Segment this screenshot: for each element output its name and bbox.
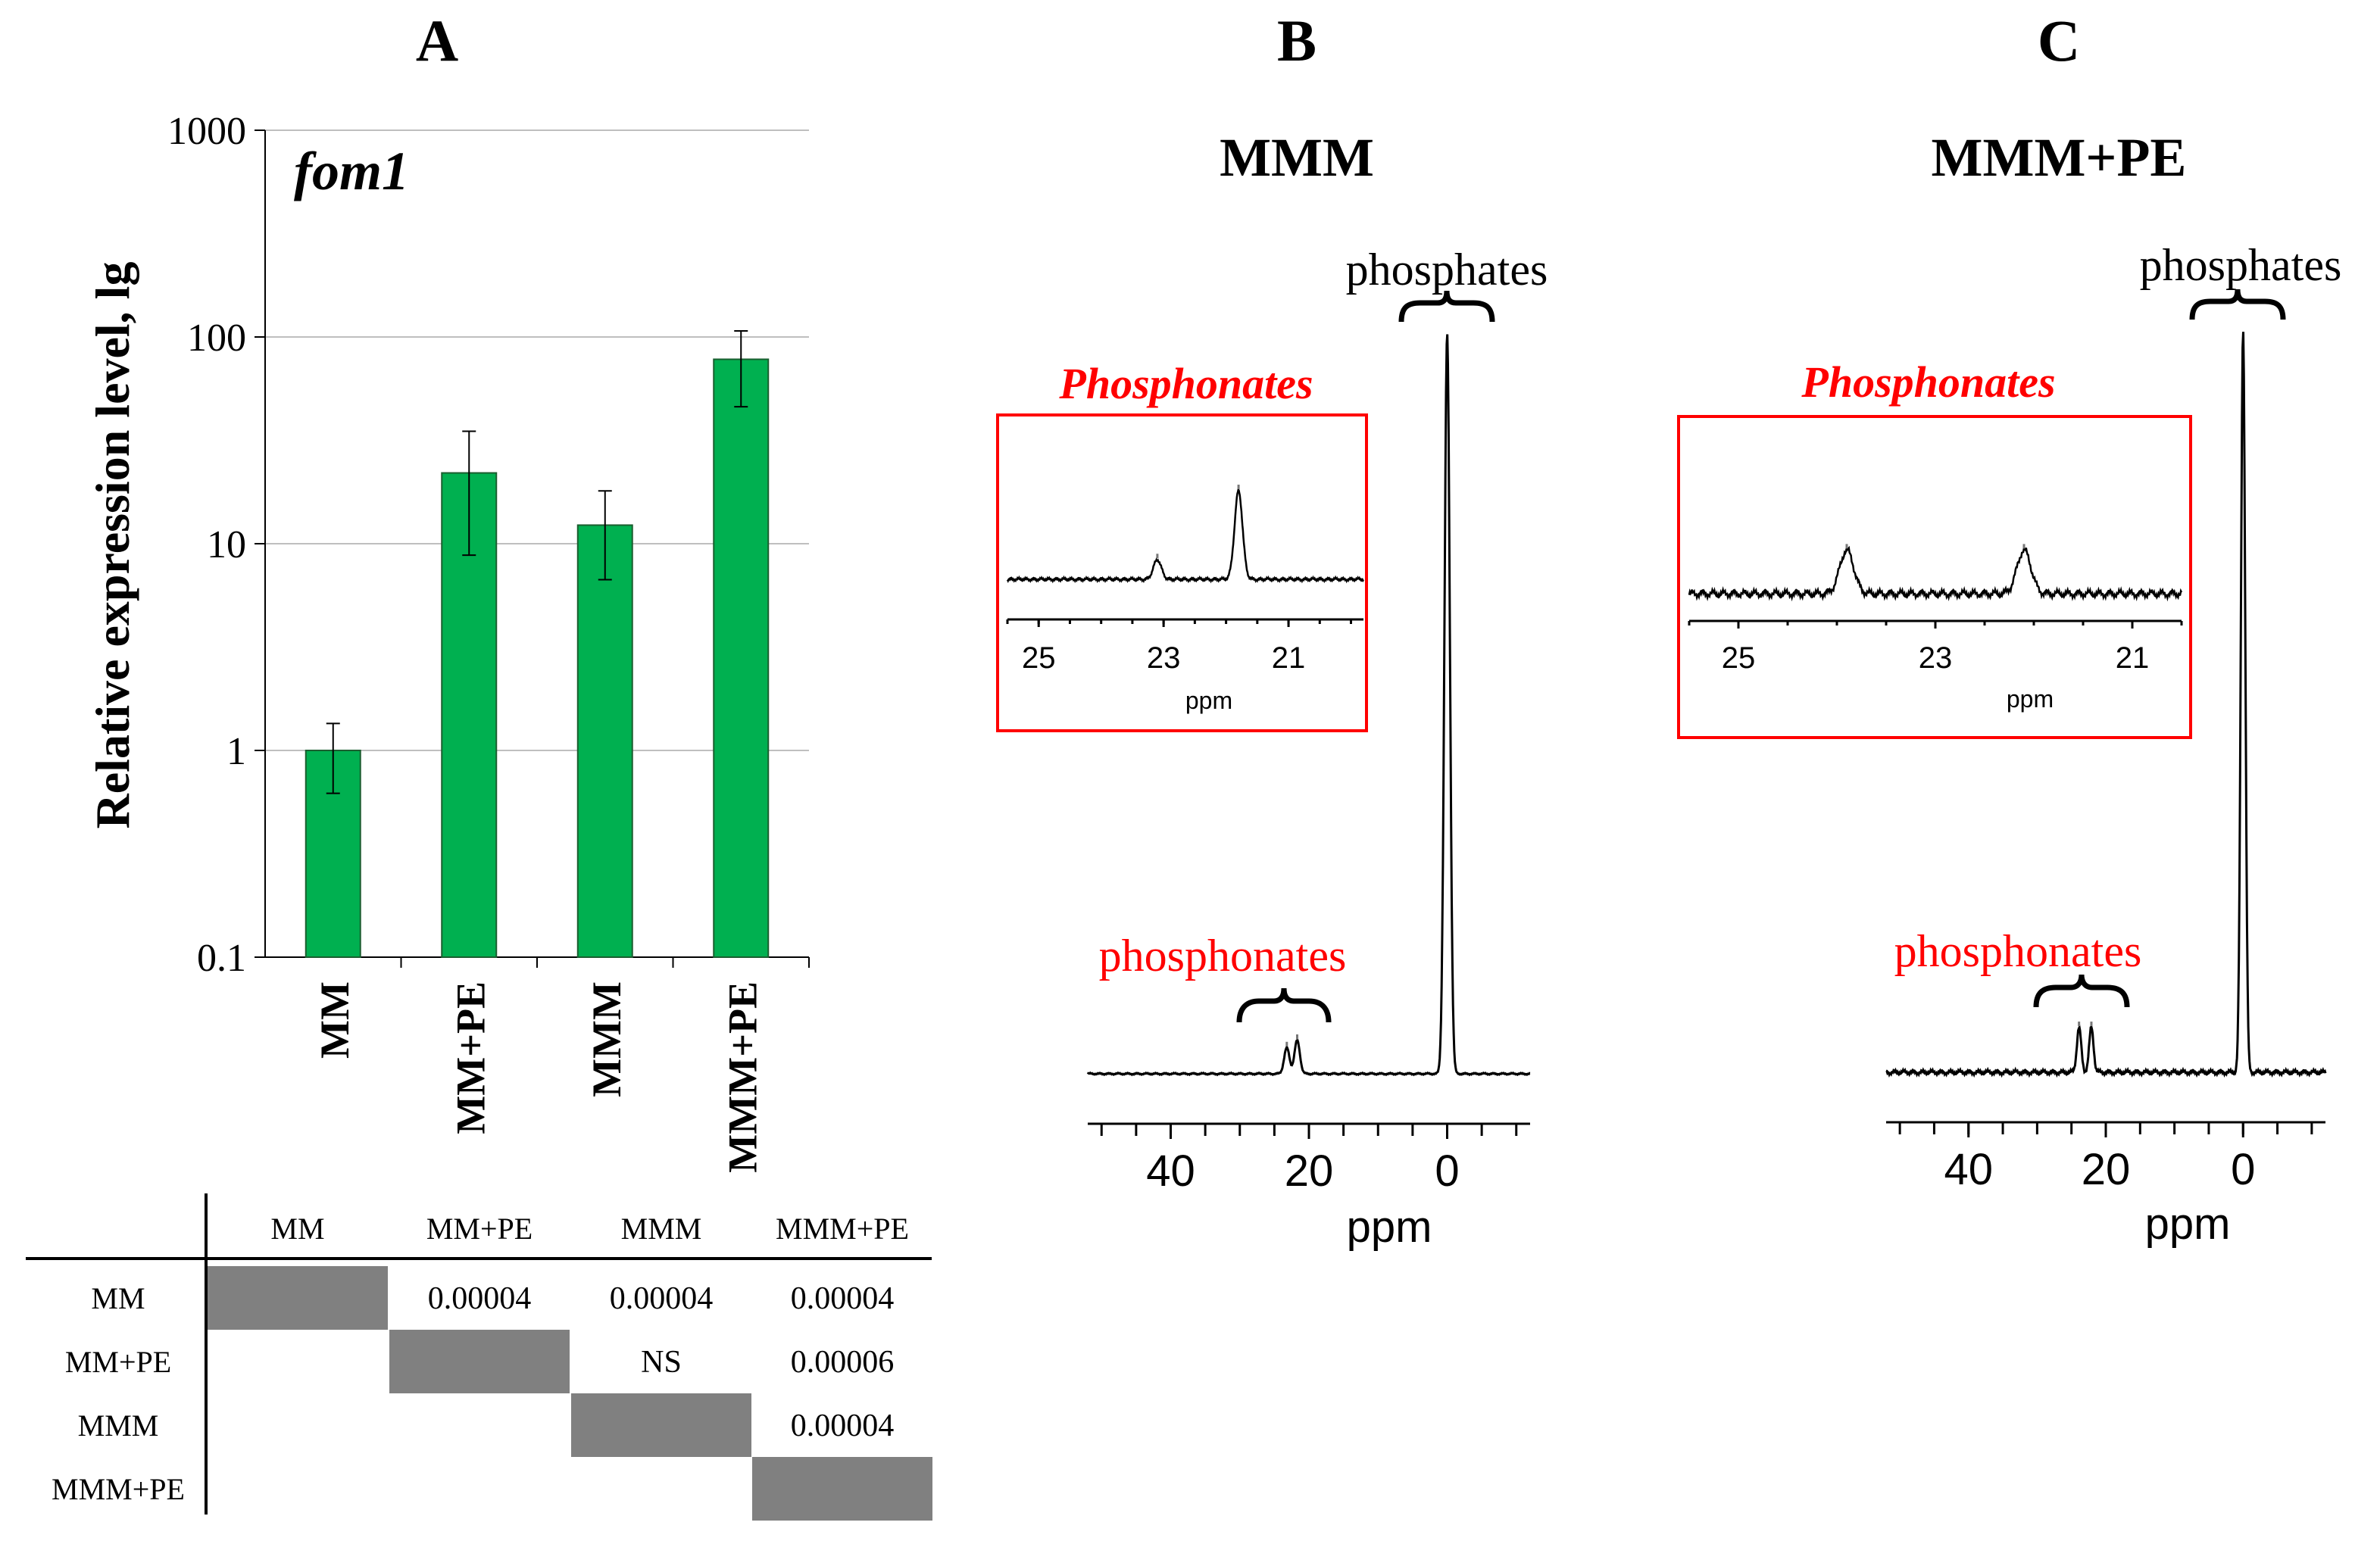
x-tick-label: MM+PE [448, 981, 493, 1134]
inset-c-axis: 25 23 21 [1688, 619, 2183, 675]
x-tick-label: 23 [1147, 641, 1181, 675]
x-tick-label: 0 [1435, 1146, 1459, 1196]
error-bar [462, 430, 476, 557]
pvalue-table: MM MM+PE MMM MMM+PE MM 0.00004 0.00004 0.00004… [26, 1193, 932, 1521]
table-diagonal-cells [208, 1266, 932, 1521]
y-tick-label: 0.1 [197, 937, 246, 980]
bar [576, 524, 633, 958]
table-diagonal-cell [208, 1266, 388, 1330]
inset-frame-c [1677, 415, 2192, 739]
spectrum-c-xlabel: ppm [2145, 1199, 2231, 1249]
phosphates-label-b: phosphates [1346, 245, 1548, 295]
inset-c-peak-marks [1845, 544, 2025, 549]
table-row-label: MMM [78, 1408, 159, 1443]
panel-label-b: B [1277, 8, 1316, 73]
table-col-header: MM+PE [426, 1212, 533, 1246]
x-tick-label: 40 [1944, 1145, 1993, 1194]
phosphates-brace-b [1398, 290, 1495, 323]
x-tick-label: 25 [1022, 641, 1056, 675]
y-tick-label: 1000 [167, 110, 246, 153]
inset-c-xlabel: ppm [2007, 685, 2054, 713]
inset-title-b: Phosphonates [1058, 359, 1313, 408]
spectrum-c-trace [1885, 332, 2327, 1078]
chart-title: fom1 [294, 141, 409, 201]
spectrum-b-peak-marks [1285, 1034, 1298, 1047]
table-cell: 0.00006 [791, 1345, 895, 1380]
spectrum-c: MMM+PE 40 20 0 ppm phosphates phosphonates… [1677, 127, 2342, 1249]
table-cell: 0.00004 [791, 1408, 895, 1443]
table-row-label: MM [91, 1281, 145, 1315]
table-diagonal-cell [752, 1457, 932, 1521]
table-rows: MM 0.00004 0.00004 0.00004 MM+PE NS 0.00006 MMM… [52, 1281, 894, 1506]
spectrum-b-trace [1086, 334, 1531, 1077]
y-axis-label: Relative expression level, lg [86, 262, 139, 829]
bars [305, 358, 770, 958]
y-tick-label: 100 [187, 317, 246, 360]
x-tick-label: 23 [1919, 641, 1953, 675]
x-tick-label: MMM+PE [720, 981, 765, 1173]
phosphates-label-c: phosphates [2140, 240, 2342, 290]
bar-chart: 0.1 1 10 100 1000 MM MM+PE MMM MMM+PE fom1 Rela… [86, 110, 810, 1173]
table-cell: NS [641, 1345, 682, 1380]
x-tick-label: MM [312, 981, 358, 1059]
y-tick-label: 1 [226, 730, 246, 773]
inset-c-trace [1688, 544, 2183, 602]
table-cell: 0.00004 [610, 1281, 714, 1316]
spectrum-c-title: MMM+PE [1932, 127, 2187, 188]
phosphonates-label-c: phosphonates [1894, 926, 2142, 976]
table-row-label: MMM+PE [52, 1472, 185, 1506]
x-tick-labels: MM MM+PE MMM MMM+PE [312, 957, 810, 1173]
inset-b-trace [1006, 487, 1365, 584]
table-col-header: MMM+PE [776, 1212, 909, 1246]
panel-label-c: C [2038, 8, 2080, 73]
table-diagonal-cell [389, 1330, 570, 1393]
x-tick-label: 21 [1272, 641, 1306, 675]
x-tick-label: 0 [2231, 1145, 2255, 1194]
phosphonates-brace-c [2033, 974, 2130, 1008]
table-col-header: MM [270, 1212, 324, 1246]
x-tick-label: 21 [2116, 641, 2150, 675]
x-tick-label: 20 [1285, 1146, 1334, 1196]
x-tick-label: 40 [1146, 1146, 1195, 1196]
panel-label-a: A [416, 8, 458, 73]
table-column-headers: MM MM+PE MMM MMM+PE [270, 1212, 909, 1246]
y-tick-label: 10 [207, 523, 246, 566]
phosphates-brace-c [2189, 289, 2286, 320]
spectrum-b-xlabel: ppm [1347, 1203, 1432, 1252]
spectrum-b-axis: 40 20 0 [1088, 1122, 1530, 1196]
table-diagonal-cell [571, 1393, 751, 1457]
bar [713, 358, 770, 958]
x-tick-label: MMM [584, 981, 629, 1097]
error-bar [326, 722, 340, 794]
spectrum-c-peak-marks [2078, 1022, 2093, 1027]
table-row-label: MM+PE [65, 1345, 171, 1379]
phosphonates-label-b: phosphonates [1099, 931, 1347, 981]
inset-b-peak-marks [1156, 485, 1240, 559]
error-bar [598, 490, 612, 581]
x-tick-label: 20 [2082, 1145, 2131, 1194]
spectrum-b-title: MMM [1220, 127, 1374, 188]
phosphonates-brace-b [1236, 987, 1332, 1023]
table-cell: 0.00004 [791, 1281, 895, 1316]
table-cell: 0.00004 [428, 1281, 532, 1316]
y-tick-labels: 0.1 1 10 100 1000 [167, 110, 265, 980]
error-bars [326, 329, 748, 794]
error-bar [734, 329, 748, 408]
inset-b-xlabel: ppm [1185, 687, 1232, 714]
x-tick-label: 25 [1722, 641, 1756, 675]
inset-frame-b [996, 413, 1368, 732]
spectrum-c-axis: 40 20 0 [1886, 1121, 2325, 1194]
spectrum-b: MMM 40 20 0 ppm phosphates phosphonates Ph… [996, 127, 1548, 1252]
table-col-header: MMM [621, 1212, 702, 1246]
inset-title-c: Phosphonates [1801, 357, 2055, 407]
inset-b-axis: 25 23 21 [1006, 618, 1363, 675]
